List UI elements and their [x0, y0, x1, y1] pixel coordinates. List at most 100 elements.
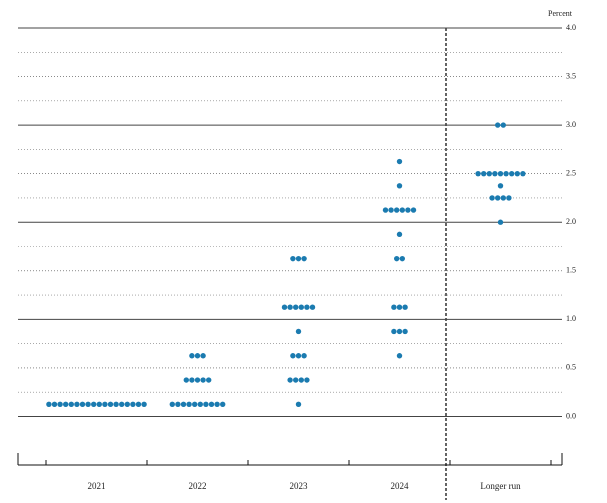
dot — [506, 195, 512, 201]
dot — [295, 328, 302, 335]
y-tick-label: 0.5 — [566, 363, 576, 372]
dot — [492, 170, 498, 177]
y-tick-label: 2.5 — [566, 168, 576, 177]
dot — [220, 401, 226, 408]
dot — [396, 304, 403, 310]
dot — [281, 304, 288, 310]
dot — [304, 304, 310, 310]
dot — [497, 170, 504, 177]
x-tick-label: Longer run — [480, 481, 521, 491]
dot — [62, 401, 69, 408]
dot — [475, 170, 481, 177]
dot — [295, 401, 302, 408]
dot — [394, 255, 400, 262]
dot — [287, 304, 293, 310]
dot — [180, 401, 187, 408]
dot — [290, 353, 296, 359]
dot — [46, 401, 52, 408]
dot — [514, 170, 520, 177]
dot — [495, 195, 501, 201]
dot — [194, 377, 201, 383]
dot — [309, 304, 316, 310]
y-tick-label: 3.5 — [566, 71, 576, 80]
x-tick-label: 2023 — [290, 481, 309, 491]
dot — [208, 401, 215, 408]
dot — [206, 377, 212, 383]
dot — [107, 401, 114, 408]
dot — [402, 328, 408, 335]
dot — [203, 401, 209, 408]
dot — [396, 231, 403, 238]
y-tick-label: 3.0 — [566, 120, 576, 129]
dot — [391, 328, 397, 335]
dot — [402, 304, 408, 310]
dot — [57, 401, 63, 408]
dot — [200, 353, 206, 359]
dot — [169, 401, 175, 408]
dot — [481, 170, 487, 177]
dot — [214, 401, 220, 408]
dot — [396, 328, 403, 335]
y-axis-label: Percent — [548, 9, 573, 18]
y-tick-label: 0.0 — [566, 411, 576, 420]
dot — [135, 401, 142, 408]
dot — [85, 401, 91, 408]
dot — [489, 195, 495, 201]
dot — [293, 304, 299, 310]
dot — [200, 377, 206, 383]
dot — [293, 377, 299, 383]
dot — [183, 377, 189, 383]
dot — [399, 255, 405, 262]
x-tick-label: 2024 — [391, 481, 410, 491]
dot — [295, 255, 302, 262]
dot — [396, 183, 403, 189]
y-tick-label: 1.5 — [566, 266, 576, 275]
dot — [113, 401, 119, 408]
dot — [175, 401, 181, 408]
dot — [186, 401, 192, 408]
dot — [509, 170, 515, 177]
dot — [520, 170, 526, 177]
dot — [192, 401, 198, 408]
dot — [194, 353, 201, 359]
dot — [410, 207, 417, 213]
dot — [51, 401, 58, 408]
dot — [405, 207, 411, 213]
dot — [301, 255, 307, 262]
dot — [382, 207, 389, 213]
y-tick-label: 2.0 — [566, 217, 576, 226]
dot — [304, 377, 310, 383]
dot — [500, 122, 506, 128]
dot — [102, 401, 108, 408]
y-tick-label: 1.0 — [566, 314, 576, 323]
dot — [287, 377, 293, 383]
dot — [124, 401, 130, 408]
dot — [396, 158, 403, 165]
dot — [91, 401, 97, 408]
dot — [391, 304, 397, 310]
dot — [495, 122, 501, 128]
dot — [388, 207, 394, 213]
y-tick-label: 4.0 — [566, 23, 576, 32]
dot — [486, 170, 492, 177]
dot — [295, 353, 302, 359]
dot — [189, 377, 195, 383]
x-tick-label: 2022 — [189, 481, 207, 491]
dot — [500, 195, 506, 201]
dot — [197, 401, 203, 408]
dot — [119, 401, 125, 408]
dot — [68, 401, 75, 408]
dot — [298, 304, 304, 310]
dot — [394, 207, 400, 213]
dot — [497, 219, 504, 225]
dot — [396, 353, 403, 359]
dot — [130, 401, 136, 408]
dot — [79, 401, 86, 408]
dot — [399, 207, 405, 213]
dot — [497, 183, 504, 189]
x-tick-label: 2021 — [88, 481, 106, 491]
dot — [301, 353, 307, 359]
dot — [503, 170, 509, 177]
dot — [189, 353, 195, 359]
